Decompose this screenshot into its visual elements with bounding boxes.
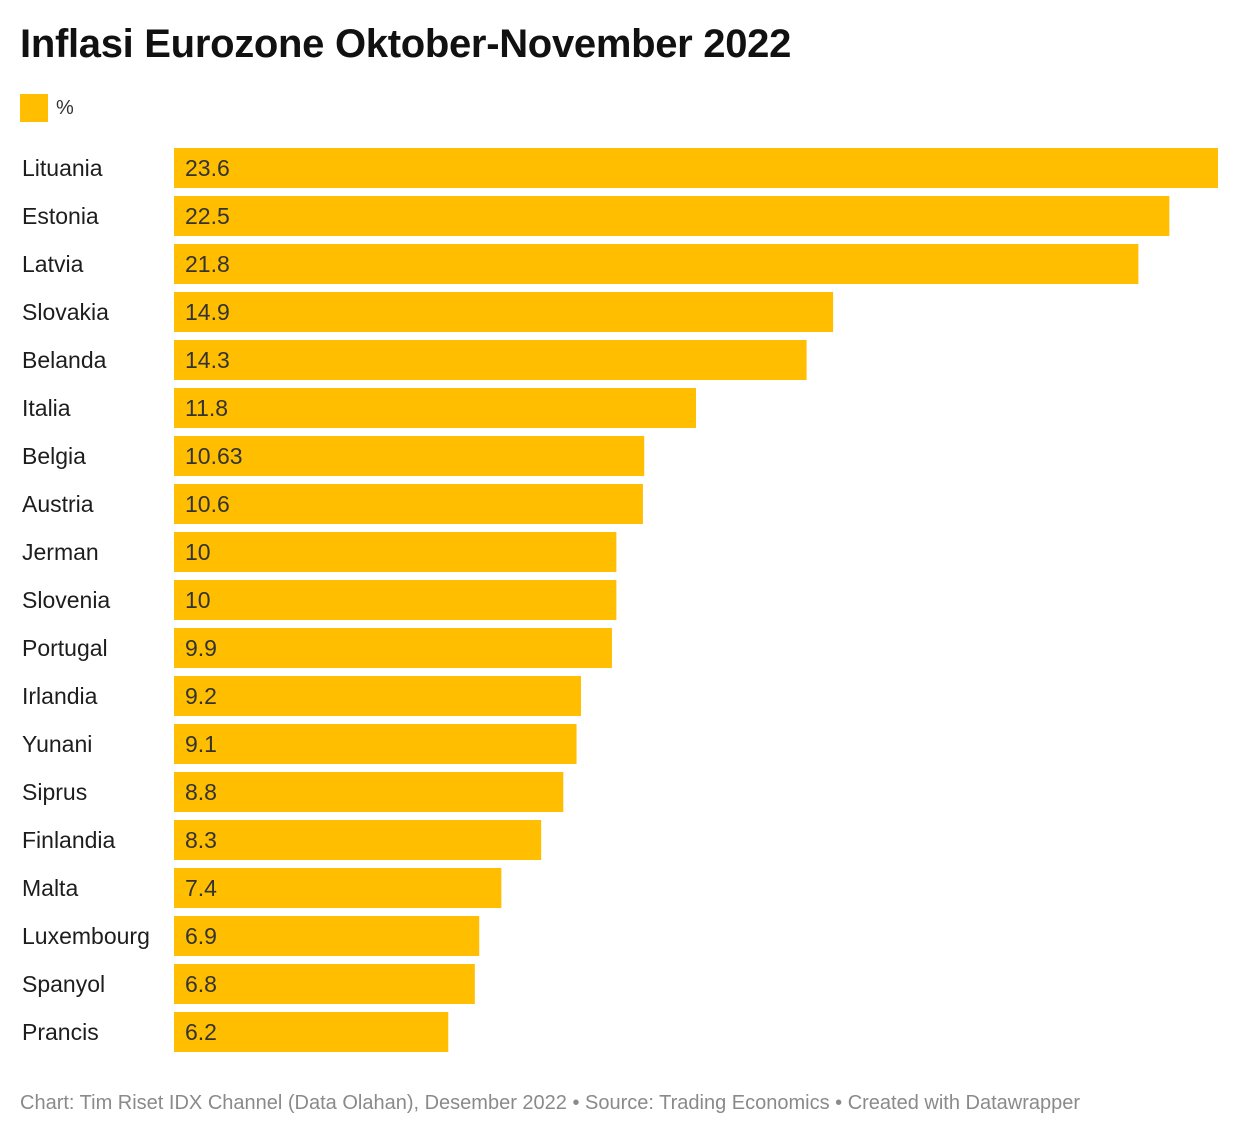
value-label: 10 [185, 539, 211, 565]
category-label: Malta [22, 875, 78, 901]
category-label: Italia [22, 395, 71, 421]
value-label: 8.3 [185, 827, 217, 853]
category-label: Siprus [22, 779, 87, 805]
category-label: Luxembourg [22, 923, 150, 949]
value-label: 6.9 [185, 923, 217, 949]
value-label: 22.5 [185, 203, 230, 229]
category-label: Belgia [22, 443, 86, 469]
category-label: Lituania [22, 155, 103, 181]
bar [174, 388, 696, 428]
category-label: Portugal [22, 635, 108, 661]
category-label: Slovakia [22, 299, 109, 325]
category-label: Yunani [22, 731, 92, 757]
category-label: Austria [22, 491, 94, 517]
value-label: 14.9 [185, 299, 230, 325]
value-label: 14.3 [185, 347, 230, 373]
bar [174, 244, 1139, 284]
bar [174, 292, 834, 332]
bar [174, 820, 542, 860]
bar [174, 340, 807, 380]
value-label: 10.6 [185, 491, 230, 517]
bar [174, 916, 480, 956]
value-label: 10.63 [185, 443, 243, 469]
chart-footer: Chart: Tim Riset IDX Channel (Data Olaha… [20, 1092, 1081, 1114]
value-label: 9.2 [185, 683, 217, 709]
category-label: Latvia [22, 251, 84, 277]
category-label: Estonia [22, 203, 99, 229]
bar [174, 484, 643, 524]
value-label: 9.9 [185, 635, 217, 661]
value-label: 8.8 [185, 779, 217, 805]
value-label: 6.8 [185, 971, 217, 997]
bar [174, 148, 1218, 188]
value-label: 7.4 [185, 875, 217, 901]
legend-swatch [20, 94, 48, 122]
bar [174, 532, 617, 572]
legend-label: % [56, 96, 74, 119]
value-label: 10 [185, 587, 211, 613]
bar [174, 868, 502, 908]
value-label: 11.8 [185, 395, 228, 421]
legend: % [20, 93, 74, 123]
bar-chart: Lituania 23.6 Estonia 22.5 Latvia 21.8 Slovaki… [22, 148, 1218, 1052]
category-label: Jerman [22, 539, 99, 565]
bar [174, 196, 1170, 236]
bar [174, 724, 577, 764]
bar [174, 628, 612, 668]
bar [174, 580, 617, 620]
bar [174, 772, 564, 812]
value-label: 6.2 [185, 1019, 217, 1045]
category-label: Prancis [22, 1019, 99, 1045]
bar [174, 1012, 449, 1052]
category-label: Belanda [22, 347, 107, 373]
chart-title: Inflasi Eurozone Oktober-November 2022 [20, 22, 792, 66]
category-label: Irlandia [22, 683, 98, 709]
bar [174, 436, 645, 476]
bar [174, 964, 475, 1004]
value-label: 9.1 [185, 731, 217, 757]
category-label: Spanyol [22, 971, 105, 997]
value-label: 21.8 [185, 251, 230, 277]
category-label: Finlandia [22, 827, 116, 853]
bar [174, 676, 581, 716]
value-label: 23.6 [185, 155, 230, 181]
category-label: Slovenia [22, 587, 110, 613]
